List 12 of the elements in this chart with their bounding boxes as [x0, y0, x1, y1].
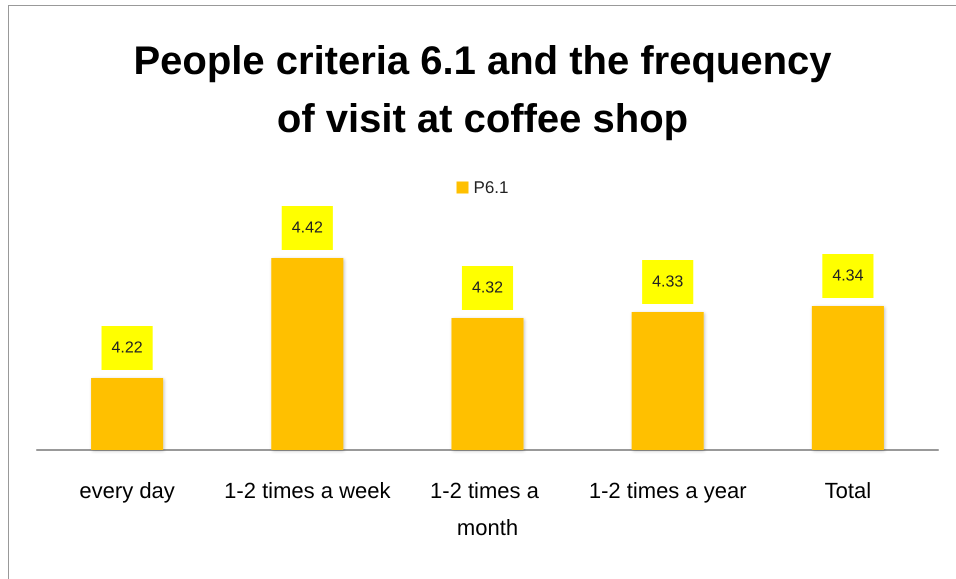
x-tick-label: 1-2 times a week [224, 478, 392, 503]
data-label: 4.32 [472, 280, 504, 296]
data-label: 4.22 [112, 340, 143, 356]
data-label: 4.42 [292, 220, 323, 236]
x-tick-label: every day [79, 478, 175, 503]
data-label: 4.33 [652, 274, 684, 290]
chart-title: People criteria 6.1 and the frequency of visit at coffee shop [132, 38, 833, 143]
x-tick-label: Total [824, 478, 872, 503]
data-label: 4.34 [832, 268, 864, 284]
x-tick-label: 1-2 times a month [430, 478, 545, 540]
x-tick-label: 1-2 times a year [588, 478, 747, 503]
legend-label: P6.1 [474, 178, 508, 197]
